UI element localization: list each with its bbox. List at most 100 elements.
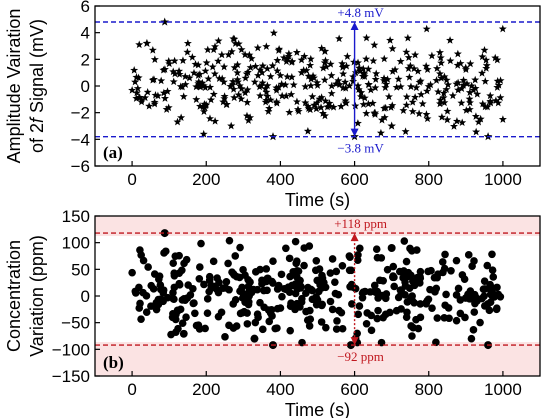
circle-point: [408, 296, 417, 305]
circle-point: [154, 295, 163, 304]
x-tick-label: 0: [127, 380, 136, 399]
circle-point: [147, 302, 155, 310]
circle-point: [317, 318, 326, 326]
star-point: [369, 56, 378, 65]
star-point: [496, 93, 505, 102]
star-point: [416, 76, 425, 85]
star-point: [179, 92, 188, 101]
star-point: [439, 89, 448, 97]
star-point: [160, 65, 169, 73]
star-point: [201, 66, 210, 75]
star-point: [235, 81, 244, 90]
star-point: [301, 82, 310, 91]
circle-point: [354, 310, 363, 319]
reference-label: −92 ppm: [337, 349, 384, 364]
circle-point: [402, 313, 411, 321]
circle-point: [416, 313, 425, 322]
star-point: [383, 75, 392, 83]
star-point: [362, 33, 371, 42]
star-point: [432, 76, 441, 84]
star-point: [466, 98, 474, 107]
star-point: [242, 111, 251, 120]
circle-point: [277, 270, 286, 279]
star-point: [413, 67, 422, 75]
circle-point: [458, 271, 467, 279]
circle-point: [296, 276, 304, 285]
range-arrow-head-down: [350, 337, 359, 346]
star-point: [364, 99, 373, 108]
star-point: [209, 45, 218, 54]
circle-point: [179, 330, 188, 338]
star-point: [201, 83, 210, 92]
star-point: [403, 33, 412, 42]
star-point: [287, 90, 296, 98]
star-point: [486, 98, 495, 107]
circle-point: [197, 239, 205, 248]
star-point: [491, 53, 500, 62]
circle-point: [293, 266, 301, 275]
star-point: [165, 59, 174, 68]
star-point: [282, 57, 291, 66]
data-series: [128, 17, 507, 141]
star-point: [185, 73, 194, 82]
circle-point: [326, 269, 335, 277]
star-point: [219, 97, 228, 106]
star-point: [359, 69, 368, 77]
circle-point: [169, 310, 177, 318]
star-point: [242, 69, 251, 78]
star-point: [368, 99, 377, 107]
circle-point: [492, 305, 501, 314]
star-point: [209, 90, 218, 98]
circle-point: [347, 266, 356, 275]
circle-point: [196, 263, 204, 271]
star-point: [284, 49, 293, 58]
star-point: [278, 91, 287, 100]
star-point: [317, 93, 326, 101]
star-point: [309, 71, 318, 80]
star-point: [133, 84, 142, 92]
star-point: [297, 68, 306, 77]
star-point: [217, 50, 226, 59]
star-point: [351, 68, 360, 77]
star-point: [192, 82, 201, 91]
star-point: [176, 82, 185, 90]
star-point: [402, 92, 411, 101]
star-point: [476, 114, 485, 123]
star-point: [164, 103, 173, 112]
star-point: [301, 98, 310, 107]
star-point: [293, 105, 302, 113]
star-point: [178, 56, 187, 64]
circle-point: [315, 265, 324, 273]
circle-point: [205, 276, 214, 285]
star-point: [422, 24, 431, 33]
star-point: [335, 80, 344, 88]
star-point: [243, 68, 252, 76]
star-point: [137, 95, 146, 104]
star-point: [300, 52, 309, 60]
y-axis-title-italic-part: f: [27, 116, 47, 123]
star-point: [443, 107, 452, 115]
circle-point: [337, 308, 346, 317]
star-point: [358, 72, 367, 80]
star-point: [466, 59, 475, 68]
y-axis-title-line2: Variation (ppm): [27, 235, 47, 357]
star-point: [304, 102, 312, 110]
star-point: [437, 74, 446, 82]
star-point: [148, 46, 157, 54]
y-tick-label: −4: [71, 130, 90, 149]
star-point: [473, 90, 482, 98]
circle-point: [221, 333, 229, 341]
circle-point: [400, 237, 409, 245]
star-point: [356, 92, 365, 101]
circle-point: [466, 287, 475, 295]
star-point: [494, 98, 503, 107]
star-point: [199, 129, 208, 138]
star-point: [327, 81, 336, 90]
star-point: [263, 92, 272, 100]
y-tick-label: −6: [71, 157, 90, 176]
circle-point: [416, 300, 425, 308]
circle-point: [209, 282, 218, 291]
circle-point: [496, 292, 505, 301]
star-point: [376, 128, 385, 137]
star-point: [205, 114, 214, 123]
